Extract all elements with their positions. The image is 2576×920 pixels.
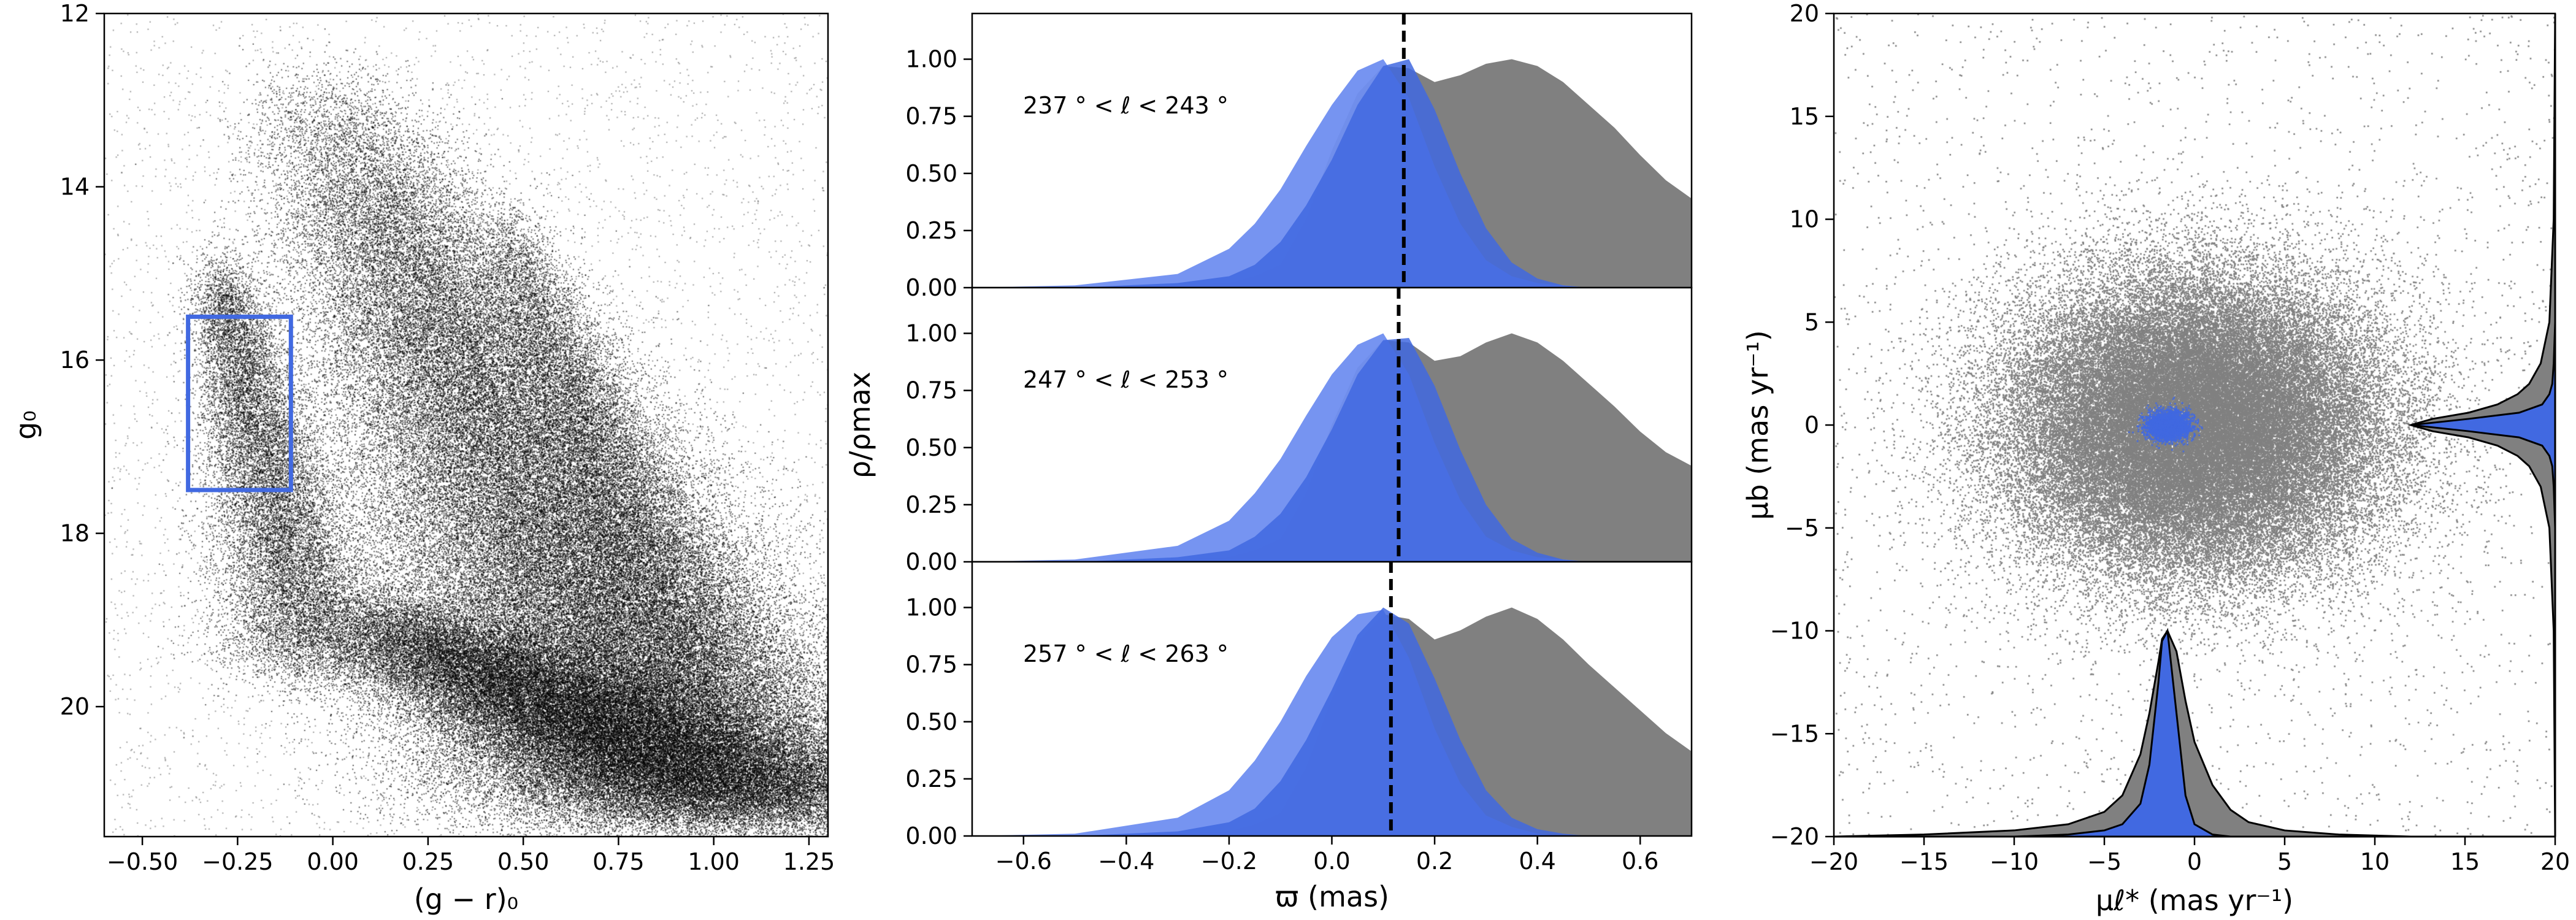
- pm-x-tick-label: 10: [2360, 848, 2390, 875]
- pm-x-tick-label: 15: [2450, 848, 2480, 875]
- pm-y-ticks: −20 −15 −10 −5 0 5 10 15 20: [1770, 0, 1834, 850]
- parallax-x-tick-label: 0.0: [1313, 848, 1350, 875]
- pm-y-tick-label: −10: [1770, 618, 1819, 645]
- cmd-y-ticks: 12 14 16 18 20: [60, 0, 104, 720]
- parallax-subpanel: 0.00 0.25 0.50 0.75 1.00 257 ° < ℓ < 263 °: [905, 561, 1693, 849]
- cmd-x-tick-label: 0.50: [497, 848, 550, 875]
- parallax-y-tick-label: 0.00: [905, 822, 957, 849]
- parallax-x-ticks: −0.6 −0.4 −0.2 0.0 0.2 0.4 0.6: [995, 836, 1658, 875]
- parallax-subpanel: 0.00 0.25 0.50 0.75 1.00 247 ° < ℓ < 253 °: [905, 286, 1693, 575]
- cmd-x-tick-label: −0.25: [202, 848, 273, 875]
- pm-y-tick-label: 15: [1790, 103, 1819, 130]
- parallax-area-blue-dark: [972, 59, 1692, 288]
- cmd-x-tick-label: 1.00: [688, 848, 740, 875]
- parallax-range-label: 247 ° < ℓ < 253 °: [1023, 366, 1229, 393]
- parallax-y-tick-label: 1.00: [905, 594, 957, 621]
- pm-y-tick-label: 5: [1804, 309, 1819, 335]
- cmd-x-tick-label: 0.00: [307, 848, 359, 875]
- cmd-x-ticks: −0.50 −0.25 0.00 0.25 0.50 0.75 1.00 1.25: [107, 837, 835, 875]
- parallax-range-label: 257 ° < ℓ < 263 °: [1023, 640, 1229, 667]
- parallax-subpanel: 0.00 0.25 0.50 0.75 1.00 237 ° < ℓ < 243 °: [905, 12, 1693, 301]
- pm-x-tick-label: −15: [1899, 848, 1949, 875]
- parallax-y-tick-label: 0.00: [905, 274, 957, 301]
- parallax-x-tick-label: −0.4: [1098, 848, 1154, 875]
- pm-x-tick-label: 20: [2540, 848, 2570, 875]
- parallax-y-tick-label: 0.25: [905, 491, 957, 518]
- parallax-y-tick-label: 0.75: [905, 103, 957, 130]
- pm-x-tick-label: −10: [1990, 848, 2039, 875]
- cmd-x-tick-label: 0.25: [402, 848, 454, 875]
- parallax-x-tick-label: 0.2: [1416, 848, 1453, 875]
- parallax-y-tick-label: 0.00: [905, 548, 957, 575]
- pm-y-tick-label: −5: [1785, 515, 1819, 542]
- pm-x-tick-label: 0: [2187, 848, 2202, 875]
- parallax-y-tick-label: 0.25: [905, 765, 957, 792]
- parallax-x-tick-label: 0.4: [1519, 848, 1555, 875]
- cmd-x-axis-label: (g − r)₀: [414, 883, 518, 916]
- parallax-x-tick-label: 0.6: [1622, 848, 1658, 875]
- selection-box: [186, 314, 293, 493]
- pm-y-tick-label: 20: [1790, 0, 1819, 27]
- pm-y-tick-label: 10: [1790, 206, 1819, 233]
- cmd-panel: −0.50 −0.25 0.00 0.25 0.50 0.75 1.00 1.25 12141…: [9, 0, 835, 916]
- parallax-y-tick-label: 0.50: [905, 434, 957, 461]
- parallax-y-tick-label: 0.75: [905, 651, 957, 678]
- cmd-y-tick-label: 18: [60, 520, 90, 547]
- pm-marginal-x-field: [1833, 629, 2555, 838]
- parallax-range-label: 237 ° < ℓ < 243 °: [1023, 92, 1229, 119]
- parallax-y-axis-label: ρ/ρmax: [843, 372, 876, 478]
- cmd-y-tick-label: 20: [60, 693, 90, 720]
- parallax-x-axis-label: ϖ (mas): [1275, 880, 1389, 913]
- parallax-y-tick-label: 0.75: [905, 377, 957, 404]
- pm-y-tick-label: −20: [1770, 823, 1819, 850]
- parallax-x-tick-label: −0.2: [1201, 848, 1257, 875]
- proper-motion-panel: −20 −15 −10 −5 0 5 10 15 20 −20−15−10−505101520 …: [1741, 0, 2570, 917]
- pm-x-ticks: −20 −15 −10 −5 0 5 10 15 20: [1809, 837, 2570, 875]
- cmd-scatter-points: [104, 13, 828, 837]
- cmd-x-tick-label: −0.50: [107, 848, 178, 875]
- parallax-y-tick-label: 1.00: [905, 320, 957, 347]
- pm-x-tick-label: −20: [1809, 848, 1858, 875]
- parallax-y-tick-label: 0.50: [905, 708, 957, 735]
- parallax-y-tick-label: 0.25: [905, 217, 957, 244]
- cmd-x-tick-label: 0.75: [592, 848, 645, 875]
- pm-x-axis-label: μℓ* (mas yr⁻¹): [2096, 884, 2293, 917]
- pm-x-tick-label: 5: [2277, 848, 2292, 875]
- parallax-x-tick-label: −0.6: [995, 848, 1052, 875]
- pm-x-tick-label: −5: [2087, 848, 2122, 875]
- parallax-y-tick-label: 1.00: [905, 46, 957, 73]
- cmd-x-tick-label: 1.25: [783, 848, 835, 875]
- parallax-area-blue-dark: [972, 607, 1692, 836]
- cmd-y-tick-label: 14: [60, 174, 90, 201]
- parallax-y-tick-label: 0.50: [905, 160, 957, 187]
- cmd-y-tick-label: 16: [60, 347, 90, 374]
- cmd-y-tick-label: 12: [60, 0, 90, 27]
- cmd-frame: [103, 12, 829, 838]
- pm-y-tick-label: 0: [1804, 412, 1819, 439]
- pm-y-axis-label: μb (mas yr⁻¹): [1741, 330, 1774, 519]
- pm-y-tick-label: −15: [1770, 720, 1819, 747]
- parallax-area-blue-dark: [972, 337, 1692, 562]
- cmd-y-axis-label: g₀: [9, 410, 42, 440]
